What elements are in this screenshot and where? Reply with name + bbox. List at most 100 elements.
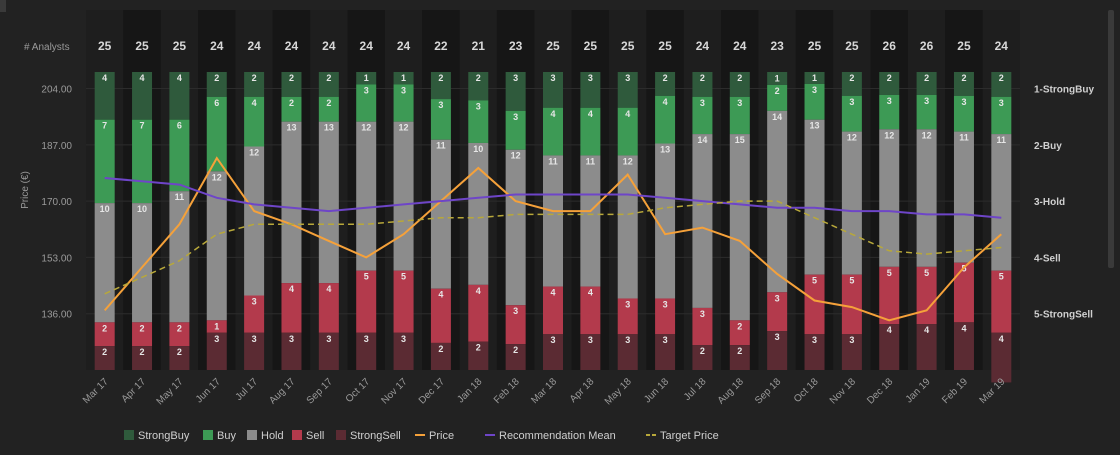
analysts-label: # Analysts [24,42,70,53]
bar-segment [281,121,302,284]
data-label: 3 [476,101,481,111]
bar-segment [841,131,862,275]
bar-segment [580,107,601,156]
bar-segment [692,345,713,370]
data-label: 3 [401,85,406,95]
bar-segment [879,72,900,95]
price-line [103,156,1002,322]
bar-segment [468,284,489,342]
bar-segment [468,341,489,370]
bar-segment [729,320,750,346]
data-label: 3 [849,335,854,345]
data-label: 5 [401,272,406,282]
data-label: 3 [513,306,518,316]
legend-label-strongbuy: StrongBuy [138,430,190,442]
data-label: 12 [399,123,409,133]
legend-label-price: Price [429,430,454,442]
data-label: 12 [623,156,633,166]
analyst-count: 25 [845,39,859,53]
bar-segment [767,72,788,85]
scrollbar-thumb[interactable] [1108,10,1114,268]
data-label: 2 [737,346,742,356]
analyst-count: 24 [995,39,1009,53]
legend-swatch-sell [292,430,302,440]
data-label: 1 [775,73,780,83]
data-label: 2 [737,321,742,331]
analyst-count: 25 [135,39,149,53]
bar-segment [841,334,862,370]
data-label: 2 [999,73,1004,83]
data-label: 4 [588,288,593,298]
data-label: 12 [361,123,371,133]
x-tick-label: May 18 [603,376,634,407]
data-label: 3 [401,334,406,344]
x-tick-label: Sep 17 [305,376,335,406]
data-label: 2 [289,73,294,83]
data-label: 2 [140,323,145,333]
bar-segment [430,139,451,289]
bar-segment [879,129,900,267]
data-label: 4 [550,109,555,119]
data-label: 4 [102,73,107,83]
bar-segment [132,346,153,370]
y-tick-label: 187.00 [41,141,72,152]
legend-label-buy: Buy [217,430,236,442]
analyst-count: 24 [360,39,374,53]
data-label: 2 [252,73,257,83]
analyst-count: 23 [509,39,523,53]
bar-segment [132,322,153,347]
data-label: 5 [999,272,1004,282]
bar-segment [804,72,825,84]
data-label: 3 [364,334,369,344]
data-label: 2 [887,73,892,83]
data-label: 4 [438,290,443,300]
data-label: 2 [326,98,331,108]
rating-scale-label: 1-StrongBuy [1034,85,1094,96]
bar-segment [580,286,601,335]
bar-segment [206,96,227,172]
analyst-count: 24 [322,39,336,53]
data-label: 13 [810,121,820,131]
bar-segment [244,332,265,370]
legend: StrongBuy Buy Hold Sell StrongSell Price Recom… [124,430,719,442]
bar-segment [356,121,377,271]
bar-segment [729,134,750,321]
bar-segment [804,334,825,370]
data-label: 14 [772,112,782,122]
data-label: 3 [849,97,854,107]
data-label: 3 [700,98,705,108]
analyst-count: 24 [247,39,261,53]
x-tick-label: Jun 17 [194,376,223,405]
data-label: 4 [252,98,257,108]
rating-scale-label: 4-Sell [1034,253,1061,264]
bar-segment [430,72,451,100]
bar-segment [916,266,937,325]
analyst-count: 22 [434,39,448,53]
bar-segment [356,72,377,85]
data-label: 2 [177,347,182,357]
data-label: 7 [140,121,145,131]
x-tick-label: Dec 18 [865,376,895,406]
data-label: 3 [812,335,817,345]
data-label: 2 [102,323,107,333]
bar-segment [281,96,302,122]
bar-segment [991,270,1012,333]
x-tick-label: Nov 17 [379,376,409,406]
bar-segment [841,95,862,132]
bar-segment [804,119,825,275]
data-label: 4 [999,334,1004,344]
data-label: 2 [700,73,705,83]
bar-segment [430,99,451,140]
y-axis-label: Price (€) [20,171,31,209]
legend-swatch-strongbuy [124,430,134,440]
bar-segment [393,332,414,370]
bar-segment [356,270,377,333]
data-label: 3 [999,98,1004,108]
data-label: 3 [961,97,966,107]
bar-segment [617,155,638,299]
data-label: 5 [924,268,929,278]
rating-scale-label: 2-Buy [1034,141,1062,152]
bar-segment [94,203,115,323]
analyst-count: 24 [210,39,224,53]
legend-swatch-strongsell [336,430,346,440]
